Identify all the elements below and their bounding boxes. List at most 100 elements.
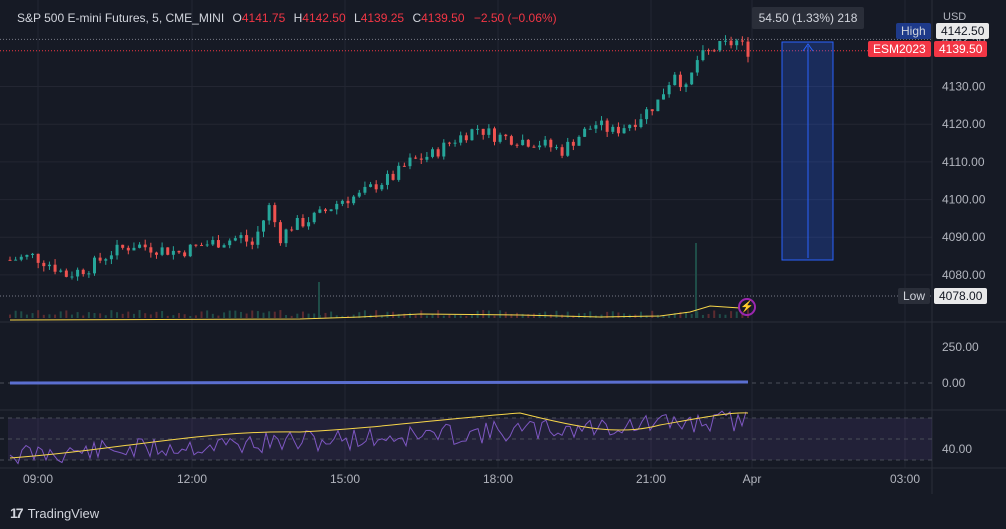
volume-bar	[99, 313, 102, 318]
volume-bar	[138, 310, 141, 318]
candle-body	[712, 50, 716, 52]
x-tick-label: 03:00	[890, 472, 920, 486]
candle-body	[222, 245, 226, 248]
candle-body	[566, 141, 570, 156]
volume-bar	[206, 310, 209, 318]
volume-bar	[132, 313, 135, 318]
candle-body	[301, 217, 305, 227]
volume-bar	[93, 313, 96, 318]
volume-bar	[127, 311, 130, 318]
volume-bar	[54, 314, 57, 318]
currency-label[interactable]: USD	[943, 11, 967, 23]
candle-body	[47, 264, 51, 267]
y-tick-label: 4120.00	[942, 117, 986, 131]
volume-bar	[470, 314, 473, 318]
volume-bar	[59, 311, 62, 318]
candle-body	[216, 240, 220, 248]
candle-body	[532, 146, 536, 148]
candle-body	[723, 40, 727, 42]
x-tick-label: 09:00	[23, 472, 53, 486]
candle-body	[25, 254, 29, 257]
volume-bar	[600, 314, 603, 318]
volume-bar	[617, 312, 620, 318]
candle-body	[369, 184, 373, 187]
candle-body	[605, 120, 609, 132]
symbol-name[interactable]: S&P 500 E-mini Futures, 5, CME_MINI	[17, 11, 225, 25]
volume-bar	[363, 310, 366, 318]
candle-body	[476, 128, 480, 130]
volume-bar	[178, 313, 181, 318]
volume-bar	[544, 311, 547, 318]
candle-body	[504, 134, 508, 137]
volume-bar	[189, 315, 192, 318]
volume-bar	[228, 310, 231, 318]
candle-body	[36, 253, 40, 263]
candle-body	[250, 241, 254, 245]
candle-body	[115, 244, 119, 256]
candle-body	[14, 259, 18, 261]
volume-bar	[577, 313, 580, 318]
y-tick-label: 4090.00	[942, 230, 986, 244]
candle-body	[526, 139, 530, 147]
candle-body	[194, 244, 198, 246]
candle-body	[397, 165, 401, 180]
volume-bar	[414, 315, 417, 318]
volume-bar	[313, 313, 316, 318]
volume-bar	[330, 311, 333, 318]
volume-ma-line	[9, 305, 741, 321]
candle-body	[340, 200, 344, 204]
candle-body	[335, 203, 339, 210]
candle-body	[290, 229, 294, 231]
candle-body	[667, 85, 671, 95]
candle-body	[746, 41, 750, 57]
candle-body	[318, 209, 322, 213]
x-tick-label: 12:00	[177, 472, 207, 486]
y-tick-label: 4110.00	[942, 155, 985, 169]
candle-body	[442, 142, 446, 157]
candle-body	[273, 205, 277, 223]
volume-bar	[380, 315, 383, 318]
candle-body	[656, 99, 660, 112]
volume-bar	[499, 310, 502, 318]
candle-body	[31, 253, 35, 255]
flash-icon[interactable]: ⚡	[738, 298, 756, 316]
chart-canvas[interactable]: 09:00 12:00 15:00 18:00 21:00 Apr 03:00 4080.00…	[0, 0, 1006, 494]
candle-body	[487, 128, 491, 135]
low-label: L	[354, 11, 361, 25]
candle-body	[645, 109, 649, 120]
volume-bar	[696, 311, 699, 318]
candle-body	[616, 126, 620, 134]
volume-bar	[408, 312, 411, 318]
candle-body	[352, 196, 356, 204]
candle-body	[19, 256, 23, 260]
candle-body	[245, 235, 249, 242]
x-tick-label: Apr	[743, 472, 762, 486]
volume-bar	[701, 314, 704, 318]
volume-bar	[110, 310, 113, 318]
volume-bar	[335, 315, 338, 318]
candle-body	[143, 244, 147, 248]
candle-body	[521, 139, 525, 146]
volume-bar	[735, 311, 738, 318]
candle-body	[188, 244, 192, 257]
volume-bar	[352, 314, 355, 318]
candle-body	[104, 259, 108, 261]
candle-body	[256, 231, 260, 245]
rsi-ma-line	[9, 412, 749, 459]
candle-body	[53, 264, 57, 272]
low-tag: Low	[898, 288, 931, 304]
candle-body	[678, 74, 682, 88]
volume-bar	[685, 312, 688, 318]
candle-body	[126, 247, 130, 251]
candle-body	[70, 276, 74, 278]
low-value-tag: 4078.00	[934, 288, 988, 304]
candle-body	[385, 173, 389, 185]
volume-bar	[217, 315, 220, 318]
candle-body	[8, 259, 12, 261]
indicator-line	[9, 380, 749, 385]
indicator-tick-label: 40.00	[942, 442, 972, 456]
candle-body	[205, 244, 209, 246]
tradingview-logo[interactable]: 17 TradingView	[10, 505, 99, 521]
volume-bar	[375, 310, 378, 318]
volume-bar	[256, 311, 259, 318]
